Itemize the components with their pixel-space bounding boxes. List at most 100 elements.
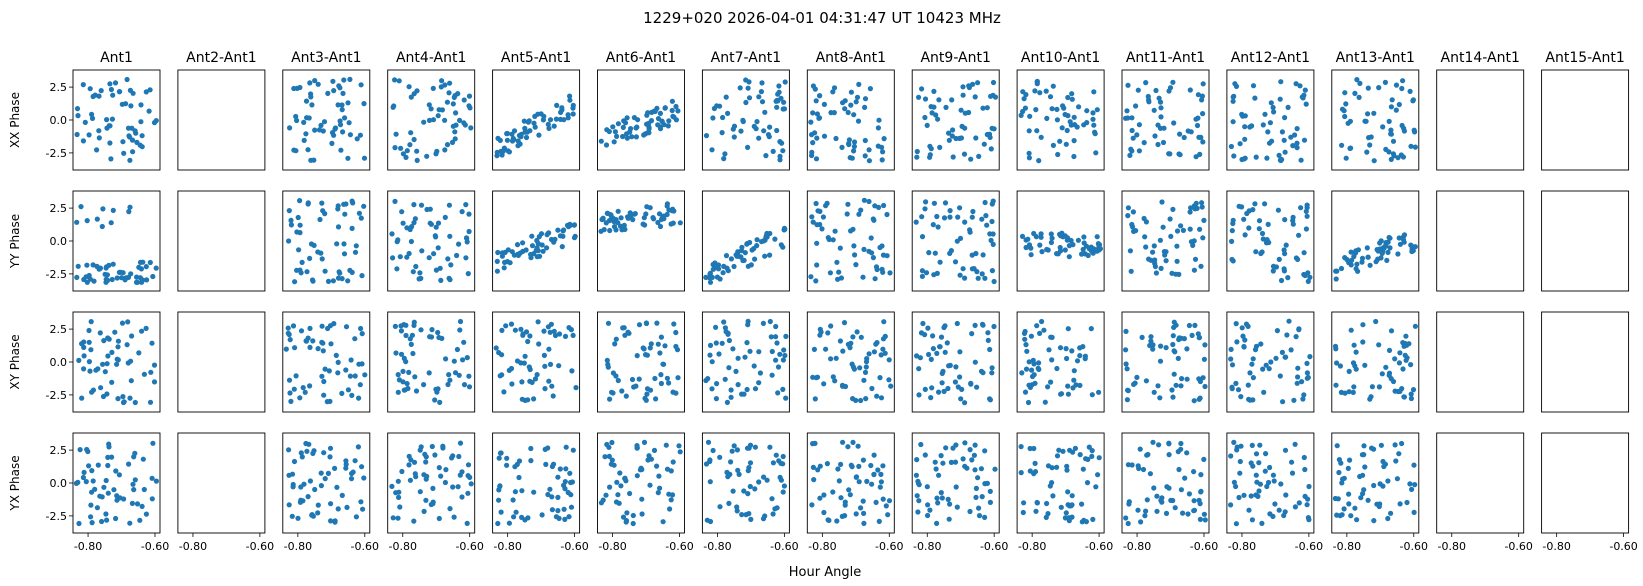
data-point bbox=[405, 385, 411, 392]
data-point bbox=[301, 481, 307, 487]
data-point bbox=[118, 275, 125, 281]
data-point bbox=[808, 274, 814, 280]
data-point bbox=[974, 384, 980, 390]
data-point bbox=[726, 365, 732, 371]
data-point bbox=[946, 137, 952, 143]
data-point bbox=[465, 271, 471, 277]
data-point bbox=[966, 83, 972, 89]
data-point bbox=[1237, 458, 1243, 465]
data-point bbox=[1125, 520, 1131, 527]
data-point bbox=[1249, 517, 1255, 523]
data-point bbox=[137, 259, 144, 265]
data-point bbox=[80, 82, 86, 88]
panel-title-ant6-ant1: Ant6-Ant1 bbox=[606, 50, 676, 66]
data-point bbox=[930, 346, 937, 352]
data-point bbox=[1396, 360, 1402, 366]
data-point bbox=[347, 76, 353, 82]
data-point bbox=[133, 279, 140, 285]
data-point bbox=[631, 211, 637, 217]
data-point bbox=[341, 251, 348, 257]
data-point bbox=[856, 479, 862, 485]
data-point bbox=[922, 386, 928, 392]
data-point bbox=[1047, 94, 1054, 100]
data-point bbox=[463, 202, 469, 208]
data-point bbox=[969, 457, 975, 463]
data-point bbox=[728, 256, 735, 262]
data-point bbox=[1277, 373, 1283, 379]
data-point bbox=[418, 444, 424, 450]
data-point bbox=[1022, 336, 1028, 342]
data-point bbox=[311, 242, 317, 248]
data-point bbox=[742, 250, 748, 256]
data-point bbox=[1267, 464, 1273, 471]
data-point bbox=[1020, 509, 1026, 516]
data-point bbox=[846, 487, 852, 493]
data-point bbox=[1160, 139, 1167, 146]
data-point bbox=[1242, 136, 1248, 142]
data-point bbox=[101, 338, 107, 344]
panel-frame-2-2 bbox=[282, 311, 371, 413]
data-point bbox=[1345, 120, 1351, 126]
data-point bbox=[815, 208, 821, 214]
data-point bbox=[131, 487, 137, 493]
data-point bbox=[1068, 122, 1074, 128]
data-point bbox=[1055, 151, 1061, 158]
data-point bbox=[457, 318, 464, 325]
data-point bbox=[121, 150, 127, 156]
data-point bbox=[835, 466, 841, 472]
data-point bbox=[1170, 79, 1176, 85]
data-point bbox=[1079, 251, 1085, 257]
data-point bbox=[302, 389, 308, 395]
data-point bbox=[705, 439, 712, 445]
data-point bbox=[871, 349, 878, 355]
data-point bbox=[1345, 465, 1351, 471]
data-point bbox=[627, 490, 633, 497]
data-point bbox=[1143, 219, 1149, 225]
data-point bbox=[850, 364, 857, 370]
data-point bbox=[105, 462, 111, 469]
data-point bbox=[1332, 343, 1339, 349]
data-point bbox=[1095, 241, 1101, 247]
data-point bbox=[781, 106, 788, 112]
data-point bbox=[360, 506, 366, 512]
data-point bbox=[358, 215, 364, 221]
panel-frame-3-11 bbox=[1226, 432, 1315, 534]
data-point bbox=[87, 86, 93, 92]
data-point bbox=[1155, 122, 1161, 128]
data-point bbox=[1362, 464, 1368, 470]
figure-title: 1229+020 2026-04-01 04:31:47 UT 10423 MH… bbox=[643, 9, 1001, 27]
data-point bbox=[551, 328, 557, 334]
data-point bbox=[1036, 158, 1042, 164]
data-point bbox=[1270, 472, 1276, 478]
data-point bbox=[1388, 376, 1394, 382]
panel-frame-1-12 bbox=[1331, 190, 1420, 292]
data-point bbox=[878, 471, 884, 477]
data-point bbox=[424, 473, 430, 479]
data-point bbox=[752, 386, 759, 392]
data-point bbox=[520, 240, 526, 246]
data-point bbox=[325, 278, 332, 284]
data-point bbox=[128, 103, 134, 109]
data-point bbox=[149, 475, 155, 481]
data-point bbox=[498, 148, 504, 154]
data-point bbox=[533, 247, 539, 253]
data-point bbox=[149, 340, 155, 346]
data-point bbox=[571, 222, 577, 228]
data-point bbox=[1365, 85, 1371, 91]
data-point bbox=[1198, 472, 1204, 478]
data-point bbox=[1304, 375, 1310, 381]
data-point bbox=[463, 255, 469, 261]
data-point bbox=[339, 492, 345, 498]
data-point bbox=[1265, 221, 1271, 227]
data-point bbox=[736, 253, 742, 259]
data-point bbox=[343, 201, 349, 207]
data-point bbox=[435, 220, 442, 226]
data-point bbox=[1347, 457, 1353, 463]
data-point bbox=[1177, 152, 1183, 158]
data-point bbox=[1291, 397, 1297, 403]
data-point bbox=[871, 217, 877, 223]
data-point bbox=[1086, 444, 1092, 450]
data-point bbox=[335, 506, 341, 512]
data-point bbox=[1270, 263, 1277, 269]
x-tick-label: -0.60 bbox=[1400, 540, 1428, 553]
